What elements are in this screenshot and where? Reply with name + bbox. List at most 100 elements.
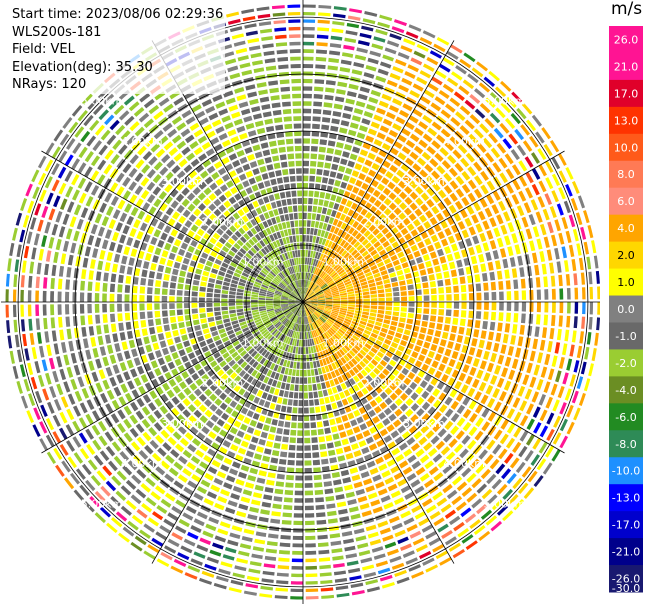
velocity-gate — [479, 123, 490, 134]
velocity-gate — [315, 289, 323, 295]
velocity-gate — [445, 122, 456, 133]
velocity-gate — [317, 161, 324, 168]
velocity-gate — [327, 65, 339, 71]
velocity-gate — [351, 115, 362, 122]
velocity-gate — [495, 260, 502, 270]
velocity-gate — [343, 44, 355, 51]
velocity-gate — [333, 202, 340, 211]
velocity-gate — [333, 263, 340, 270]
velocity-gate — [303, 294, 306, 302]
velocity-gate — [407, 169, 417, 178]
velocity-gate — [450, 44, 463, 54]
velocity-gate — [535, 211, 543, 223]
velocity-gate — [516, 144, 527, 156]
velocity-gate — [458, 85, 470, 96]
velocity-gate — [344, 280, 352, 286]
velocity-gate — [347, 257, 355, 264]
velocity-gate — [303, 4, 316, 8]
velocity-gate — [354, 289, 362, 294]
velocity-gate — [313, 228, 318, 236]
velocity-gate — [342, 275, 350, 282]
velocity-gate — [381, 177, 390, 186]
velocity-gate — [516, 107, 527, 120]
velocity-gate — [457, 144, 468, 154]
velocity-gate — [458, 267, 465, 276]
velocity-gate — [539, 250, 546, 262]
velocity-gate — [399, 285, 407, 291]
velocity-gate — [344, 224, 351, 232]
velocity-gate — [518, 160, 528, 172]
velocity-gate — [315, 288, 322, 294]
velocity-gate — [385, 288, 392, 293]
velocity-gate — [310, 220, 316, 228]
velocity-gate — [531, 114, 542, 127]
velocity-gate — [354, 163, 363, 171]
velocity-gate — [334, 179, 341, 187]
velocity-gate — [412, 163, 422, 172]
velocity-gate — [313, 285, 319, 292]
velocity-gate — [358, 172, 366, 181]
velocity-gate — [480, 170, 489, 182]
velocity-gate — [472, 235, 480, 245]
velocity-gate — [357, 93, 368, 101]
velocity-gate — [489, 91, 501, 103]
velocity-gate — [338, 257, 345, 265]
velocity-gate — [351, 146, 361, 154]
velocity-gate — [510, 149, 520, 161]
velocity-gate — [470, 255, 478, 265]
velocity-gate — [377, 223, 386, 231]
velocity-gate — [397, 134, 407, 143]
velocity-gate — [345, 254, 353, 262]
velocity-gate — [463, 138, 473, 149]
velocity-gate — [319, 253, 324, 261]
velocity-gate — [431, 121, 442, 131]
velocity-gate — [436, 248, 445, 257]
velocity-gate — [368, 282, 376, 288]
velocity-gate — [333, 103, 343, 110]
velocity-gate — [341, 249, 348, 257]
velocity-gate — [464, 99, 476, 110]
velocity-gate — [529, 240, 536, 252]
velocity-gate — [554, 219, 561, 232]
velocity-gate — [326, 208, 333, 216]
velocity-gate — [304, 257, 308, 265]
velocity-gate — [303, 175, 309, 182]
velocity-gate — [304, 287, 306, 295]
velocity-gate — [385, 245, 393, 253]
velocity-gate — [524, 187, 534, 199]
velocity-gate — [500, 102, 512, 114]
velocity-gate — [476, 142, 487, 153]
velocity-gate — [321, 117, 331, 123]
velocity-gate — [530, 199, 539, 211]
velocity-gate — [383, 278, 391, 284]
velocity-gate — [418, 121, 429, 130]
velocity-gate — [420, 203, 429, 213]
velocity-gate — [324, 247, 330, 255]
colorbar-tick: 4.0 — [617, 222, 635, 235]
velocity-gate — [351, 170, 360, 178]
velocity-gate — [338, 74, 349, 81]
scan-info-panel: Start time: 2023/08/06 02:29:36 WLS200s-… — [10, 6, 226, 94]
velocity-gate — [310, 258, 315, 266]
velocity-gate — [499, 122, 510, 134]
velocity-gate — [309, 282, 314, 289]
velocity-gate — [306, 220, 311, 227]
velocity-gate — [303, 294, 305, 302]
velocity-gate — [486, 194, 495, 205]
velocity-gate — [392, 286, 400, 292]
velocity-gate — [437, 201, 446, 211]
velocity-gate — [349, 122, 359, 130]
velocity-gate — [511, 233, 518, 244]
velocity-gate — [324, 275, 331, 282]
velocity-gate — [340, 181, 348, 189]
velocity-gate — [425, 175, 435, 185]
velocity-gate — [405, 139, 416, 149]
velocity-gate — [357, 156, 366, 164]
velocity-gate — [328, 57, 340, 64]
velocity-gate — [315, 268, 320, 275]
velocity-gate — [393, 196, 402, 206]
velocity-gate — [385, 231, 393, 240]
field-label: Field: VEL — [12, 42, 75, 57]
velocity-gate — [356, 223, 364, 232]
velocity-gate — [303, 49, 314, 54]
